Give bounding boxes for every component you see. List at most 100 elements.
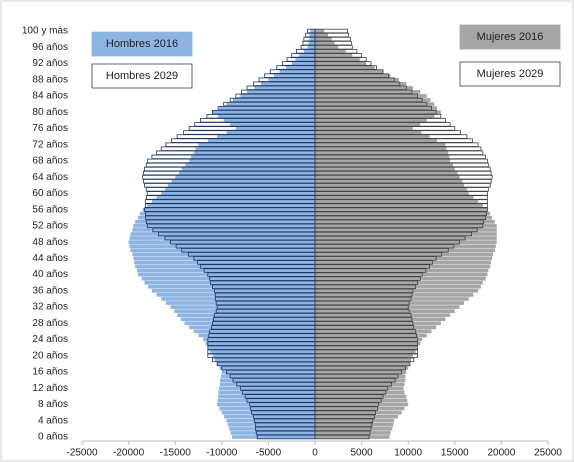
bar — [315, 297, 469, 301]
bar — [315, 69, 384, 74]
bar — [151, 199, 315, 204]
bar — [232, 435, 315, 439]
bar — [314, 268, 427, 273]
bar — [195, 146, 315, 151]
bar — [314, 40, 352, 46]
bar — [291, 61, 315, 66]
legend-box — [459, 24, 561, 50]
bar — [314, 256, 437, 261]
bar — [217, 398, 315, 403]
bar — [315, 284, 481, 289]
bar — [314, 312, 412, 318]
bar — [286, 65, 315, 70]
bar — [315, 81, 407, 86]
bar — [180, 317, 315, 322]
bar — [314, 219, 485, 225]
bar — [315, 317, 446, 322]
bar — [315, 106, 438, 110]
bar — [314, 101, 428, 107]
bar — [315, 199, 479, 204]
bar — [310, 29, 315, 33]
bar — [217, 402, 315, 407]
bar — [315, 390, 405, 395]
bar — [314, 357, 415, 363]
bar — [133, 224, 315, 228]
bar — [268, 77, 315, 82]
bar — [132, 228, 315, 232]
bar — [184, 321, 315, 326]
y-tick-label: 48 años — [32, 237, 68, 248]
bar — [246, 90, 315, 94]
x-tick-label: -25000 — [66, 448, 98, 459]
bar — [315, 102, 435, 106]
bar — [273, 73, 315, 78]
bar — [315, 406, 405, 411]
bar — [314, 369, 403, 375]
y-tick-label: 60 años — [32, 188, 68, 199]
bar — [210, 349, 315, 354]
bar — [315, 301, 465, 305]
bar — [314, 118, 446, 123]
bar — [314, 349, 418, 354]
bar — [314, 276, 421, 281]
bar — [130, 232, 315, 236]
bar — [314, 81, 401, 87]
bar — [314, 49, 358, 54]
bar — [189, 325, 315, 330]
bar — [156, 195, 315, 200]
bar — [315, 358, 411, 362]
bar — [315, 110, 441, 115]
x-tick-label: 10000 — [394, 448, 422, 459]
bar — [314, 390, 387, 395]
bar — [314, 183, 491, 188]
x-tick-label: -10000 — [206, 448, 238, 459]
bar — [314, 434, 370, 440]
bar — [314, 353, 418, 359]
bar — [315, 187, 467, 192]
bar — [315, 345, 418, 350]
bar — [315, 353, 413, 358]
bar — [315, 29, 325, 33]
bar — [315, 268, 489, 273]
bar — [235, 126, 315, 131]
bar — [314, 158, 488, 164]
bar — [314, 248, 449, 253]
bar — [314, 426, 372, 432]
bar — [308, 41, 315, 46]
bar — [315, 240, 497, 244]
bar — [314, 93, 418, 99]
y-tick-label: 80 años — [32, 107, 68, 118]
bar — [315, 252, 494, 257]
bar — [219, 106, 315, 110]
bar — [144, 280, 315, 285]
bar — [315, 159, 451, 163]
bar — [314, 414, 376, 419]
bar — [315, 244, 496, 249]
y-tick-label: 96 años — [32, 42, 68, 53]
bar — [315, 122, 421, 127]
x-tick-label: 0 — [312, 448, 318, 459]
bar — [315, 53, 353, 58]
bar — [314, 178, 492, 184]
bar — [148, 284, 315, 289]
bar — [315, 45, 339, 50]
bar — [314, 28, 349, 34]
bar — [315, 61, 367, 66]
bar — [198, 142, 315, 147]
bar — [315, 57, 360, 62]
bar — [315, 228, 497, 232]
bar — [314, 36, 351, 42]
bar — [314, 114, 442, 119]
bar — [185, 163, 315, 167]
bar — [314, 187, 489, 192]
bar — [171, 179, 315, 184]
x-tick-label: -20000 — [113, 448, 145, 459]
y-tick-label: 56 años — [32, 204, 68, 215]
bar — [315, 321, 441, 326]
bar — [136, 268, 315, 273]
bar — [315, 167, 455, 171]
bar — [314, 252, 443, 257]
bar — [314, 337, 418, 342]
bar — [315, 98, 431, 102]
bar — [315, 224, 497, 228]
